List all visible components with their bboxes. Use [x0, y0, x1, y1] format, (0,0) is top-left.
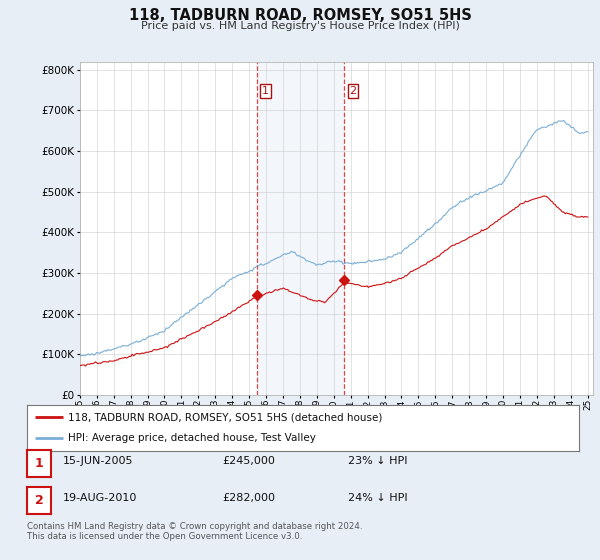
Text: Contains HM Land Registry data © Crown copyright and database right 2024.
This d: Contains HM Land Registry data © Crown c…: [27, 522, 362, 542]
Text: 2: 2: [35, 494, 43, 507]
Text: 1: 1: [35, 457, 43, 470]
Text: £245,000: £245,000: [222, 456, 275, 466]
Text: 15-JUN-2005: 15-JUN-2005: [63, 456, 133, 466]
Text: Price paid vs. HM Land Registry's House Price Index (HPI): Price paid vs. HM Land Registry's House …: [140, 21, 460, 31]
Text: 19-AUG-2010: 19-AUG-2010: [63, 493, 137, 503]
Text: 24% ↓ HPI: 24% ↓ HPI: [348, 493, 407, 503]
Text: 118, TADBURN ROAD, ROMSEY, SO51 5HS: 118, TADBURN ROAD, ROMSEY, SO51 5HS: [128, 8, 472, 24]
Text: 118, TADBURN ROAD, ROMSEY, SO51 5HS (detached house): 118, TADBURN ROAD, ROMSEY, SO51 5HS (det…: [68, 412, 383, 422]
Text: 2: 2: [350, 86, 356, 96]
Bar: [257, 62, 344, 395]
Text: 23% ↓ HPI: 23% ↓ HPI: [348, 456, 407, 466]
Text: HPI: Average price, detached house, Test Valley: HPI: Average price, detached house, Test…: [68, 433, 316, 444]
Text: £282,000: £282,000: [222, 493, 275, 503]
Text: 1: 1: [262, 86, 269, 96]
